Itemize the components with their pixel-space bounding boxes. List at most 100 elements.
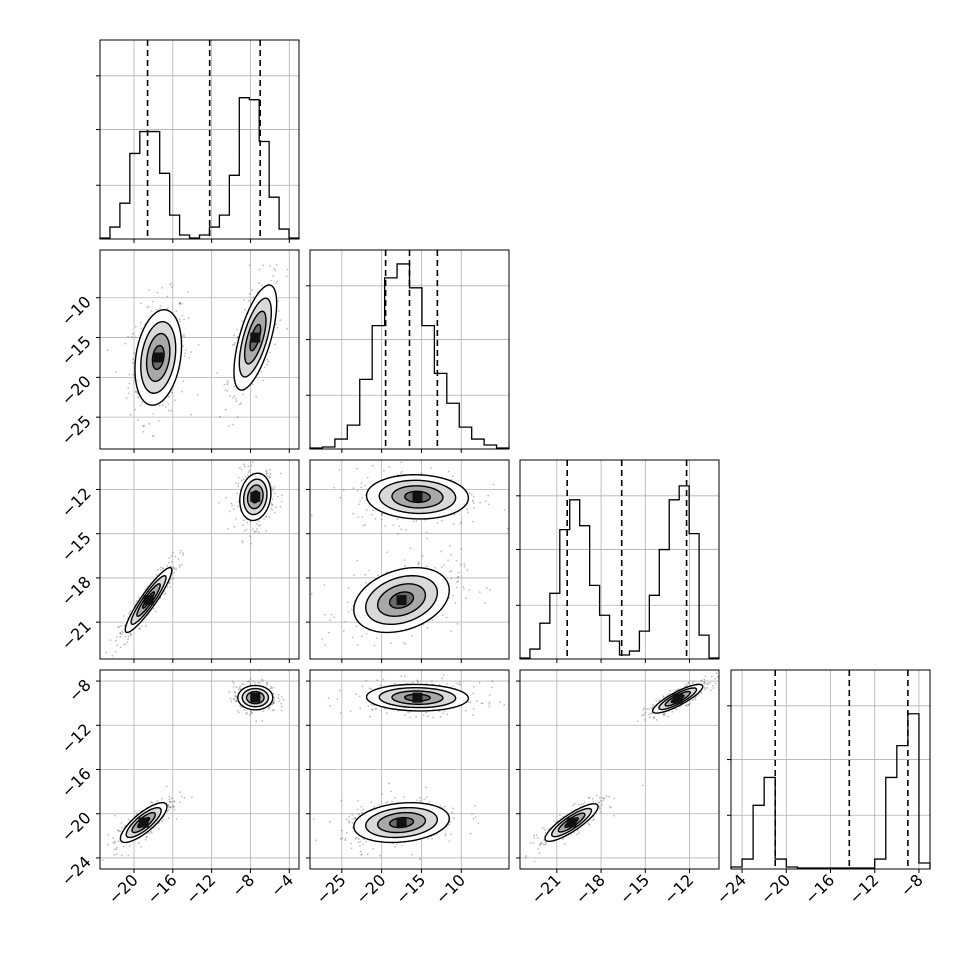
scatter-point bbox=[448, 840, 451, 842]
scatter-point bbox=[178, 564, 181, 567]
scatter-point bbox=[172, 806, 175, 808]
scatter-point bbox=[356, 808, 359, 811]
scatter-point bbox=[235, 700, 238, 703]
scatter-point bbox=[127, 392, 130, 395]
scatter-point bbox=[138, 627, 141, 630]
scatter-point bbox=[427, 837, 430, 840]
scatter-point bbox=[279, 319, 282, 322]
scatter-point bbox=[344, 839, 347, 842]
scatter-point bbox=[262, 379, 265, 382]
scatter-point bbox=[443, 805, 446, 808]
scatter-point bbox=[247, 471, 250, 474]
scatter-point bbox=[361, 516, 364, 518]
scatter-point bbox=[232, 508, 235, 510]
scatter-point bbox=[119, 830, 121, 833]
scatter-point bbox=[597, 801, 600, 804]
scatter-point bbox=[463, 588, 465, 590]
scatter-point bbox=[484, 500, 487, 503]
scatter-point bbox=[182, 552, 184, 554]
scatter-point bbox=[232, 686, 235, 688]
scatter-point bbox=[459, 522, 462, 525]
scatter-point bbox=[583, 801, 586, 803]
scatter-point bbox=[553, 819, 555, 822]
scatter-point bbox=[401, 470, 403, 473]
scatter-point bbox=[135, 600, 138, 603]
scatter-point bbox=[171, 391, 173, 394]
scatter-point bbox=[468, 589, 470, 591]
scatter-point bbox=[156, 308, 159, 311]
x-tick-label: −21 bbox=[527, 870, 564, 907]
scatter-point bbox=[443, 564, 445, 566]
scatter-point bbox=[503, 704, 506, 706]
scatter-point bbox=[365, 632, 368, 635]
scatter-point bbox=[587, 796, 590, 799]
scatter-point bbox=[488, 705, 491, 708]
scatter-point bbox=[184, 352, 187, 355]
histogram-frame bbox=[99, 39, 300, 240]
scatter-point bbox=[542, 843, 545, 845]
scatter-point bbox=[398, 525, 401, 528]
scatter-point bbox=[375, 707, 378, 710]
scatter-point bbox=[114, 639, 117, 642]
scatter-point bbox=[255, 530, 258, 533]
scatter-point bbox=[265, 515, 268, 518]
scatter-point bbox=[452, 594, 455, 597]
scatter-point bbox=[404, 643, 407, 646]
scatter-point bbox=[489, 589, 491, 591]
scatter-point bbox=[224, 389, 227, 392]
scatter-point bbox=[417, 681, 420, 683]
scatter-point bbox=[268, 476, 271, 478]
density-peak bbox=[566, 817, 577, 828]
scatter-point bbox=[269, 473, 272, 475]
scatter-point bbox=[472, 685, 475, 688]
scatter-point bbox=[447, 470, 450, 473]
scatter-point bbox=[360, 486, 363, 489]
scatter-point bbox=[455, 559, 458, 562]
scatter-point bbox=[187, 291, 189, 293]
scatter-point bbox=[436, 522, 439, 524]
scatter-point bbox=[709, 689, 712, 692]
scatter-point bbox=[330, 613, 333, 616]
scatter-point bbox=[148, 832, 151, 834]
scatter-point bbox=[641, 784, 644, 787]
scatter-point bbox=[445, 616, 448, 619]
scatter-point bbox=[652, 705, 654, 708]
scatter-point bbox=[166, 307, 169, 310]
scatter-point bbox=[261, 678, 264, 681]
scatter-point bbox=[277, 697, 280, 700]
scatter-point bbox=[233, 694, 236, 697]
scatter-point bbox=[165, 785, 168, 788]
contour-line bbox=[404, 693, 431, 702]
scatter-point bbox=[269, 476, 271, 479]
scatter-point bbox=[226, 383, 229, 386]
scatter-point bbox=[348, 815, 350, 818]
contour-line bbox=[134, 309, 183, 406]
scatter-point bbox=[123, 615, 126, 617]
scatter-point bbox=[270, 687, 273, 689]
density-peak bbox=[138, 817, 149, 828]
scatter-point bbox=[242, 683, 245, 686]
scatter-point bbox=[703, 681, 706, 683]
scatter-point bbox=[329, 820, 331, 823]
scatter-point bbox=[402, 641, 405, 644]
contour-line bbox=[391, 485, 444, 509]
scatter-point bbox=[573, 831, 576, 834]
contour-line bbox=[388, 816, 415, 829]
density-peak bbox=[250, 332, 261, 343]
scatter-point bbox=[113, 848, 116, 851]
scatter-point bbox=[537, 848, 540, 850]
scatter-point bbox=[227, 381, 229, 384]
y-tick-label: −20 bbox=[58, 808, 95, 845]
scatter-point bbox=[270, 502, 273, 505]
scatter-point bbox=[380, 518, 383, 521]
scatter-point bbox=[456, 623, 459, 625]
scatter-point bbox=[119, 632, 122, 634]
scatter-point bbox=[365, 679, 367, 682]
scatter-point bbox=[111, 654, 114, 657]
scatter-point bbox=[271, 509, 274, 511]
scatter-point bbox=[588, 823, 591, 826]
scatter-point bbox=[366, 476, 369, 479]
scatter-point bbox=[152, 412, 155, 415]
scatter-point bbox=[608, 805, 611, 808]
scatter-point bbox=[258, 268, 261, 271]
